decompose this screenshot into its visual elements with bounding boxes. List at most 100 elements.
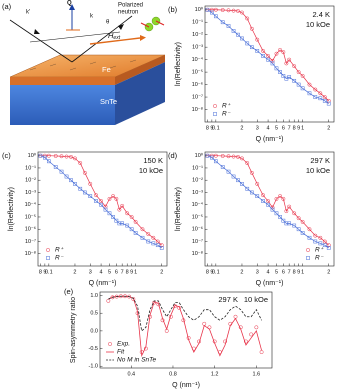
x-tick-label: 4 <box>267 269 270 275</box>
condition-label: 297 K <box>310 156 330 165</box>
legend-label: R⁺ <box>55 247 64 254</box>
x-axis-label: Q (nm⁻¹) <box>89 280 117 287</box>
y-tick-label: 10⁻⁵ <box>192 69 203 76</box>
marker <box>307 235 312 240</box>
marker <box>243 339 248 344</box>
y-tick-label: 10⁻⁵ <box>192 213 203 220</box>
marker <box>226 8 231 13</box>
marker <box>287 204 292 209</box>
condition-label: 2.4 K <box>312 10 330 19</box>
x-tick-label: 3 <box>256 125 259 131</box>
x-tick-label: 9 <box>130 269 133 275</box>
x-tick-label: 4 <box>100 269 103 275</box>
marker <box>151 235 156 240</box>
marker <box>202 321 207 326</box>
plot-frame <box>204 151 335 267</box>
marker <box>300 86 305 91</box>
marker <box>255 194 260 198</box>
marker <box>270 61 275 66</box>
x-tick-label: 2 <box>160 269 163 275</box>
marker <box>226 24 231 28</box>
legend-label: R⁺ <box>222 103 231 110</box>
y-tick-label: 10⁻¹ <box>192 165 203 171</box>
marker <box>213 153 218 158</box>
y-tick-label: 10⁻² <box>192 32 203 38</box>
x-axis-label: Q (nm⁻¹) <box>172 382 200 389</box>
marker <box>114 196 119 201</box>
marker <box>213 159 218 164</box>
marker <box>226 169 231 174</box>
y-tick-label: 10⁰ <box>28 152 37 159</box>
marker <box>209 7 214 12</box>
plot-frame <box>99 291 273 369</box>
marker <box>287 75 292 79</box>
condition-label: 10 kOe <box>244 295 268 304</box>
marker <box>78 186 83 191</box>
fit-line <box>108 295 262 358</box>
marker <box>106 298 111 303</box>
legend-label: R⁻ <box>222 111 231 118</box>
legend-label: R⁻ <box>55 255 64 262</box>
legend-label: R⁻ <box>315 255 324 262</box>
x-tick-label: 6 <box>282 269 285 275</box>
legend-label: Exp. <box>117 341 130 348</box>
legend-label: Fit <box>117 349 125 356</box>
condition-label: 10 kOe <box>306 20 330 29</box>
marker <box>226 154 231 159</box>
x-tick-label: 1.2 <box>211 371 219 377</box>
marker <box>220 154 225 158</box>
snte-side <box>115 62 165 125</box>
marker <box>223 339 228 344</box>
marker <box>292 64 297 69</box>
marker <box>220 8 225 12</box>
spin <box>140 22 150 28</box>
x-tick-label: 8 <box>206 125 209 131</box>
marker <box>274 196 279 201</box>
x-tick-label: 0.1 <box>212 269 220 275</box>
fe-front <box>10 77 115 85</box>
condition-label: 150 K <box>143 156 163 165</box>
marker <box>129 227 134 232</box>
condition-label: 10 kOe <box>306 166 330 175</box>
marker <box>240 182 244 186</box>
y-tick-label: 10⁻⁴ <box>192 201 204 208</box>
y-tick-label: 10⁻² <box>25 178 36 184</box>
x-tick-label: 2 <box>240 125 243 131</box>
panel-label: (d) <box>168 151 178 160</box>
x-tick-label: 3 <box>89 269 92 275</box>
marker <box>205 153 210 158</box>
marker <box>231 154 236 159</box>
marker <box>255 181 260 186</box>
marker <box>266 199 271 203</box>
marker <box>326 101 331 106</box>
x-tick-label: 1.6 <box>253 371 261 377</box>
marker <box>53 165 58 169</box>
marker <box>278 215 282 219</box>
x-tick-label: 4 <box>267 125 270 131</box>
marker <box>231 174 236 179</box>
marker <box>313 233 318 238</box>
h-ext-arrow <box>89 37 141 45</box>
x-tick-label: 8 <box>39 269 42 275</box>
legend-marker <box>306 248 310 252</box>
marker <box>117 207 122 212</box>
marker <box>151 241 156 246</box>
x-tick-label: 3 <box>256 269 259 275</box>
marker <box>64 174 69 179</box>
y-tick-label: -0.5 <box>89 346 98 352</box>
marker <box>287 57 292 62</box>
y-tick-label: 10⁻⁸ <box>192 250 203 257</box>
y-axis-label: ln(Reflectivity) <box>175 187 182 231</box>
y-tick-label: 10⁻³ <box>25 190 36 196</box>
marker <box>292 78 297 83</box>
x-tick-label: 5 <box>108 269 111 275</box>
marker <box>213 14 218 19</box>
marker <box>300 231 305 235</box>
diagram-label: SnTe <box>100 97 117 106</box>
marker <box>281 196 286 201</box>
marker <box>159 246 164 250</box>
y-tick-label: 10⁻⁶ <box>192 81 203 88</box>
beam-2 <box>29 31 121 43</box>
x-tick-label: 2 <box>240 269 243 275</box>
x-tick-label: 7 <box>288 269 291 275</box>
